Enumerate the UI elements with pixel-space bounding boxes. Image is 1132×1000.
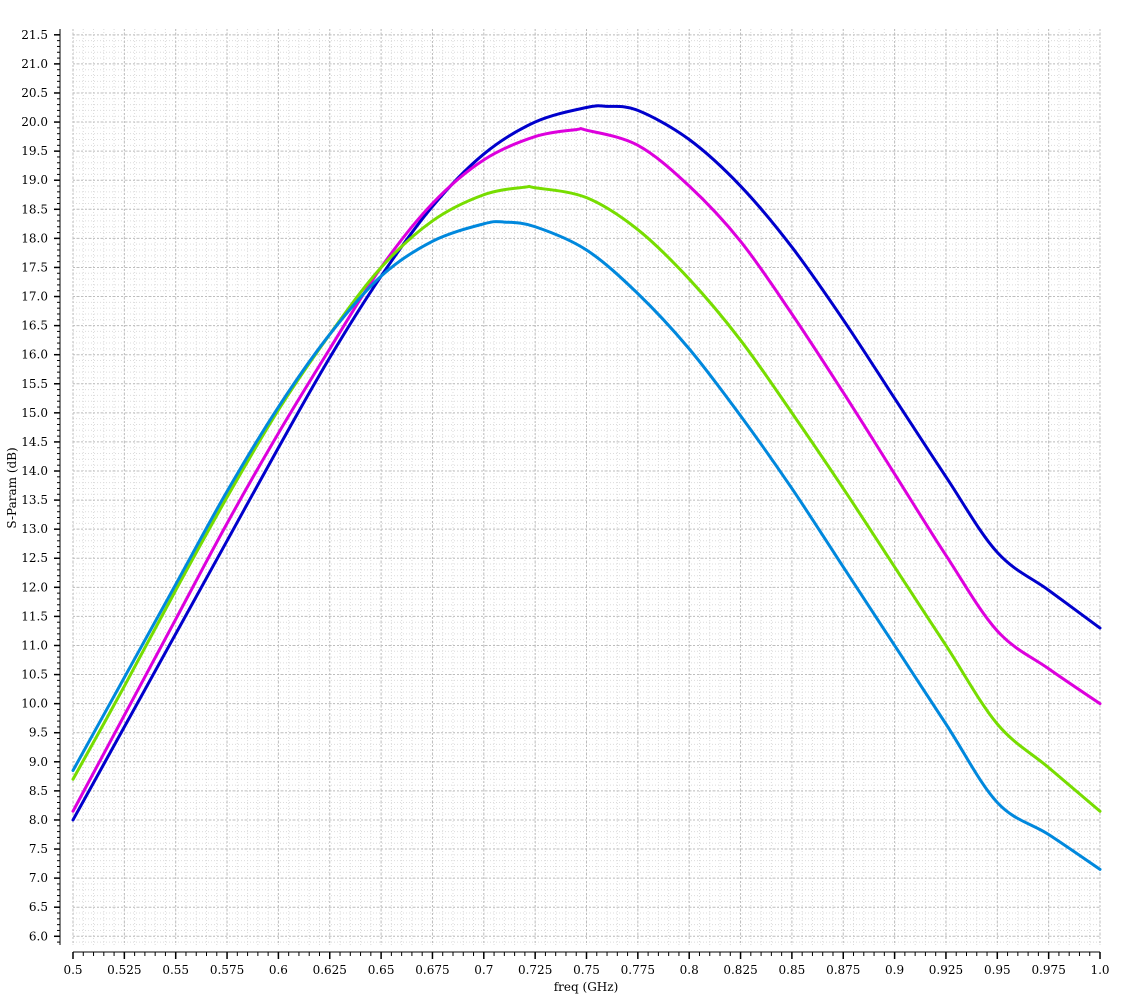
y-tick-label: 8.5 — [29, 784, 48, 798]
x-tick-label: 0.725 — [518, 963, 552, 977]
y-tick-label: 11.5 — [21, 609, 48, 623]
x-tick-label: 0.5 — [63, 963, 82, 977]
y-tick-label: 20.0 — [21, 115, 48, 129]
y-tick-label: 13.0 — [21, 522, 48, 536]
x-tick-label: 1.0 — [1090, 963, 1109, 977]
x-tick-label: 0.85 — [779, 963, 806, 977]
y-tick-label: 10.0 — [21, 697, 48, 711]
y-tick-label: 21.0 — [21, 57, 48, 71]
y-tick-label: 20.5 — [21, 86, 48, 100]
x-tick-label: 0.75 — [573, 963, 600, 977]
y-tick-label: 14.0 — [21, 464, 48, 478]
x-tick-label: 0.525 — [107, 963, 141, 977]
y-tick-labels: 6.0 6.5 7.0 7.5 8.0 8.5 9.0 9.5 10.0 10.5 11.0 11.5… — [21, 28, 48, 943]
y-tick-label: 9.0 — [29, 755, 48, 769]
x-tick-label: 0.825 — [723, 963, 757, 977]
grid-major — [72, 29, 1101, 945]
y-tick-label: 18.5 — [21, 202, 48, 216]
y-tick-label: 17.0 — [21, 290, 48, 304]
x-tick-label: 0.975 — [1031, 963, 1065, 977]
series-line-3 — [71, 184, 1102, 813]
y-tick-label: 12.5 — [21, 551, 48, 565]
y-tick-label: 21.5 — [21, 28, 48, 42]
y-tick-label: 19.0 — [21, 173, 48, 187]
axes — [54, 29, 1101, 959]
y-tick-label: 15.0 — [21, 406, 48, 420]
x-tick-label: 0.6 — [269, 963, 288, 977]
x-axis-title: freq (GHz) — [554, 980, 619, 994]
y-tick-label: 19.5 — [21, 144, 48, 158]
x-tick-label: 0.65 — [368, 963, 395, 977]
y-tick-label: 9.5 — [29, 726, 48, 740]
y-tick-label: 6.0 — [29, 929, 48, 943]
y-tick-label: 6.5 — [29, 900, 48, 914]
series-layer — [71, 104, 1102, 871]
x-tick-label: 0.7 — [474, 963, 493, 977]
series-line-4 — [71, 220, 1102, 871]
y-tick-label: 16.0 — [21, 348, 48, 362]
y-tick-label: 10.5 — [21, 668, 48, 682]
y-tick-label: 17.5 — [21, 260, 48, 274]
x-tick-label: 0.875 — [826, 963, 860, 977]
y-tick-label: 7.0 — [29, 871, 48, 885]
x-tick-label: 0.925 — [929, 963, 963, 977]
y-axis-title: S-Param (dB) — [5, 447, 19, 528]
x-tick-label: 0.55 — [162, 963, 189, 977]
y-tick-label: 8.0 — [29, 813, 48, 827]
y-tick-label: 7.5 — [29, 842, 48, 856]
y-tick-label: 18.0 — [21, 231, 48, 245]
x-tick-label: 0.9 — [885, 963, 904, 977]
x-tick-label: 0.775 — [621, 963, 655, 977]
series-line-2 — [71, 127, 1102, 813]
y-tick-label: 16.5 — [21, 319, 48, 333]
y-tick-label: 15.5 — [21, 377, 48, 391]
y-tick-label: 11.0 — [21, 638, 48, 652]
x-tick-label: 0.625 — [313, 963, 347, 977]
x-tick-label: 0.8 — [680, 963, 699, 977]
x-tick-label: 0.575 — [210, 963, 244, 977]
x-tick-labels: 0.5 0.525 0.55 0.575 0.6 0.625 0.65 0.675 0.7 0.7… — [63, 963, 1109, 977]
x-tick-label: 0.675 — [415, 963, 449, 977]
x-tick-label: 0.95 — [984, 963, 1011, 977]
y-tick-label: 14.5 — [21, 435, 48, 449]
y-tick-label: 13.5 — [21, 493, 48, 507]
y-tick-label: 12.0 — [21, 580, 48, 594]
series-line-1 — [71, 104, 1102, 822]
